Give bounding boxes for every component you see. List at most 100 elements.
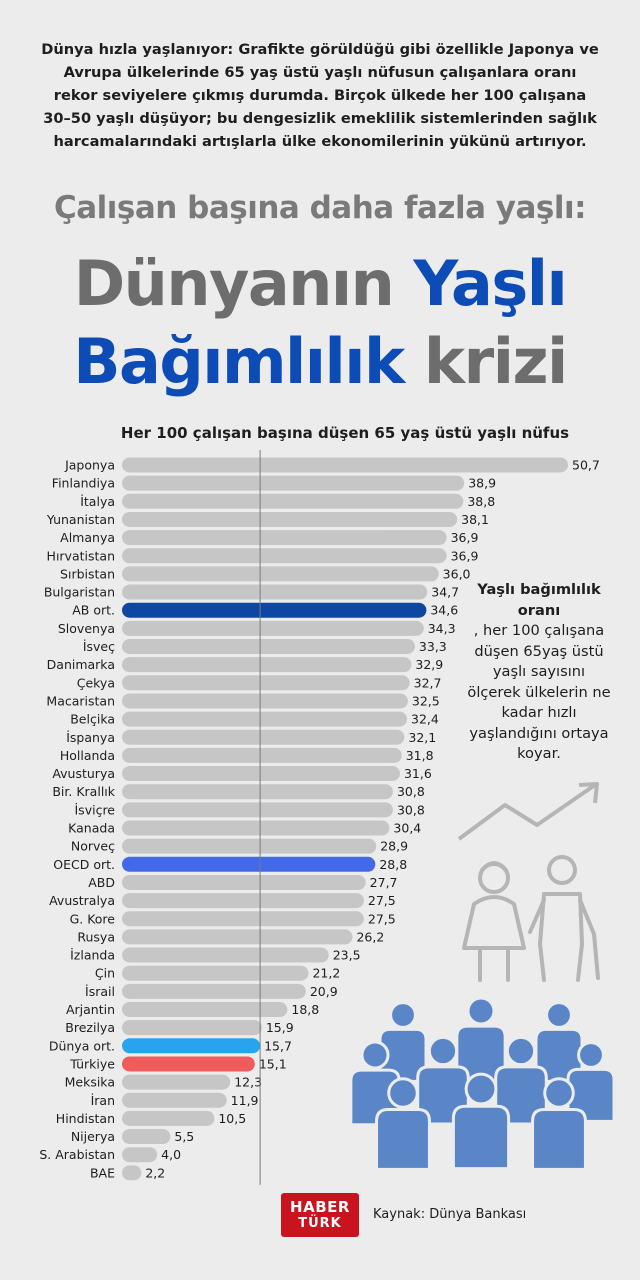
category-label: Hollanda (60, 748, 115, 763)
category-label: Dünya ort. (49, 1038, 115, 1053)
bar (122, 602, 427, 618)
bar (122, 729, 405, 745)
category-label: Norveç (71, 839, 115, 854)
category-label: İsveç (83, 639, 115, 654)
category-label: İzlanda (70, 948, 115, 963)
source-text: Kaynak: Dünya Bankası (373, 1207, 527, 1222)
bar (122, 566, 439, 582)
bar-chart: Japonya 50,7 Finlandiya 38,9 İtalya 38,8 Yunan… (39, 450, 600, 1185)
value-label: 11,9 (231, 1093, 259, 1108)
bar (122, 620, 424, 636)
value-label: 32,4 (411, 712, 439, 727)
value-label: 10,5 (218, 1111, 246, 1126)
bar (122, 1092, 227, 1108)
people-crowd-icon (349, 996, 616, 1171)
person-head (464, 1072, 498, 1106)
category-label: Hindistan (56, 1111, 115, 1126)
value-label: 26,2 (356, 929, 384, 944)
bar (122, 1038, 261, 1054)
bar (122, 747, 402, 763)
value-label: 27,7 (370, 875, 398, 890)
category-label: BAE (90, 1165, 115, 1180)
bar (122, 820, 390, 836)
person-body (494, 1065, 548, 1126)
category-label: G. Kore (70, 911, 116, 926)
category-label: S. Arabistan (39, 1147, 115, 1162)
value-label: 31,8 (406, 748, 434, 763)
headline-highlight: Bağımlılık (73, 325, 405, 398)
value-label: 5,5 (174, 1129, 194, 1144)
bar (122, 965, 309, 981)
value-label: 15,9 (266, 1020, 294, 1035)
value-label: 36,0 (443, 566, 471, 581)
bar (122, 1002, 288, 1017)
headline-part: Dünyanın (73, 247, 414, 320)
value-label: 33,3 (419, 639, 447, 654)
bar (122, 856, 376, 872)
bar (122, 983, 306, 999)
bar (122, 657, 412, 673)
person-head (505, 1035, 537, 1067)
bar (122, 530, 447, 546)
category-label: Türkiye (69, 1056, 115, 1071)
person-head (389, 1001, 417, 1029)
value-label: 50,7 (572, 458, 600, 473)
bar (122, 711, 408, 727)
category-label: Sırbistan (60, 566, 115, 581)
person-head (427, 1035, 459, 1067)
category-label: Belçika (70, 712, 115, 727)
category-label: Brezilya (65, 1020, 115, 1035)
bar (122, 766, 400, 782)
category-label: Hırvatistan (47, 548, 115, 563)
value-label: 28,8 (379, 857, 407, 872)
bar (122, 1165, 142, 1181)
category-label: Nijerya (71, 1129, 115, 1144)
bar (122, 639, 415, 654)
value-label: 38,8 (467, 494, 495, 509)
bar (122, 1110, 215, 1126)
bar (122, 675, 410, 691)
value-label: 31,6 (404, 766, 432, 781)
person-head (577, 1041, 605, 1069)
bar (122, 1056, 255, 1072)
haberturk-logo: HABER TÜRK (281, 1193, 359, 1237)
bar (122, 947, 329, 963)
value-label: 30,4 (393, 821, 421, 836)
person-head (466, 996, 496, 1026)
category-label: Arjantin (66, 1002, 115, 1017)
bar (122, 802, 393, 818)
value-label: 30,8 (397, 802, 425, 817)
chart-title: Her 100 çalışan başına düşen 65 yaş üstü… (120, 424, 570, 442)
value-label: 36,9 (451, 548, 479, 563)
side-note: Yaşlı bağımlılık oranı, her 100 çalışana… (466, 580, 612, 765)
value-label: 32,7 (414, 675, 442, 690)
person-head (360, 1040, 390, 1070)
value-label: 15,1 (259, 1056, 287, 1071)
trend-arrow-icon (457, 782, 599, 841)
person-body (451, 1104, 511, 1171)
value-label: 34,7 (431, 585, 459, 600)
category-label: Slovenya (58, 621, 115, 636)
bar (122, 893, 364, 909)
category-label: Avustralya (49, 893, 115, 908)
headline-highlight: Yaşlı (413, 247, 567, 320)
bar (122, 911, 364, 927)
category-label: İspanya (66, 730, 115, 745)
value-label: 2,2 (145, 1165, 165, 1180)
person-body (534, 1027, 584, 1083)
category-label: Japonya (64, 458, 115, 473)
headline-line-1: Dünyanın Yaşlı (0, 246, 640, 322)
value-label: 38,1 (461, 512, 489, 527)
bar (122, 693, 408, 709)
category-label: Almanya (60, 530, 115, 545)
bar (122, 1129, 171, 1145)
logo-line-2: TÜRK (298, 1216, 342, 1231)
headline-part: krizi (403, 325, 568, 398)
person-head (387, 1077, 419, 1109)
value-label: 21,2 (312, 966, 340, 981)
value-label: 20,9 (310, 984, 338, 999)
category-label: Finlandiya (52, 476, 115, 491)
person-body (531, 1108, 587, 1171)
bar (122, 1074, 231, 1090)
category-label: Rusya (77, 929, 115, 944)
